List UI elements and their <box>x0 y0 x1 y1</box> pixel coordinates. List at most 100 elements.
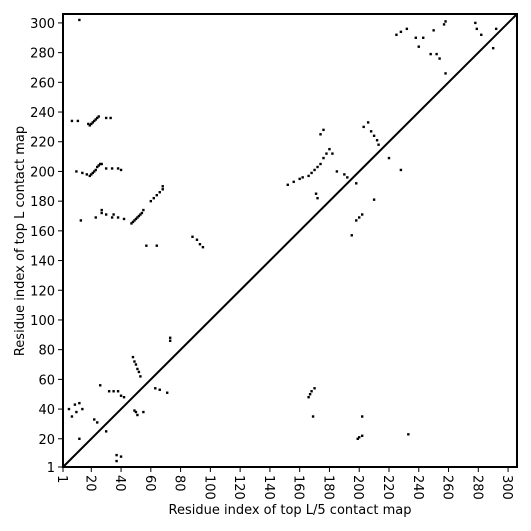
y-axis-label: Residue index of top L contact map <box>13 126 28 356</box>
contact-point <box>307 395 310 399</box>
contact-point <box>399 168 403 172</box>
x-tick-label: 240 <box>410 475 425 500</box>
y-tick-label: 80 <box>38 344 55 359</box>
contact-point <box>70 415 74 418</box>
contact-point <box>93 418 96 421</box>
contact-point <box>319 133 322 136</box>
x-tick-label: 220 <box>380 475 395 500</box>
contact-point <box>387 156 391 160</box>
y-tick-label: 40 <box>38 403 55 418</box>
contact-point <box>136 367 139 371</box>
contact-point <box>316 165 319 169</box>
contact-point <box>168 336 172 339</box>
contact-point <box>134 217 138 221</box>
x-tick-label: 260 <box>440 475 455 500</box>
contact-point <box>298 177 301 181</box>
contact-point <box>360 213 364 216</box>
contact-point <box>355 182 358 185</box>
y-tick-label: 20 <box>38 433 55 448</box>
contact-point <box>494 27 498 31</box>
contact-point <box>122 217 126 221</box>
contact-point <box>356 437 359 440</box>
contact-point <box>399 30 403 34</box>
contact-point <box>328 147 331 151</box>
contact-point <box>78 18 81 22</box>
contact-point <box>142 208 145 212</box>
x-tick-label: 60 <box>142 475 157 492</box>
contact-point <box>122 395 126 399</box>
y-tick-label: 1 <box>47 461 55 476</box>
contact-point <box>133 360 136 363</box>
contact-point <box>435 52 438 56</box>
y-tick-label: 280 <box>30 47 55 62</box>
x-tick-label: 100 <box>201 475 216 500</box>
y-tick-label: 60 <box>38 373 55 388</box>
contact-point <box>78 437 81 440</box>
contact-point <box>331 152 334 155</box>
contact-point <box>165 391 169 394</box>
contact-point <box>107 390 111 393</box>
contact-point <box>87 122 90 126</box>
y-tick-label: 260 <box>30 76 55 91</box>
contact-point <box>112 390 115 393</box>
contact-point <box>313 387 316 390</box>
x-tick-label: 1 <box>54 475 69 483</box>
contact-point <box>94 168 97 172</box>
contact-point <box>442 23 446 26</box>
contact-point <box>480 33 483 36</box>
contact-point <box>195 238 199 241</box>
contact-point <box>432 29 435 32</box>
contact-point <box>137 214 141 218</box>
contact-point <box>75 170 78 173</box>
contact-point <box>355 219 358 222</box>
contact-point <box>422 36 425 39</box>
contact-point <box>119 394 123 397</box>
contact-point <box>474 21 477 25</box>
x-tick-label: 280 <box>469 475 484 500</box>
contact-point <box>104 116 108 120</box>
contact-point <box>136 216 139 219</box>
contact-point <box>96 165 99 169</box>
contact-point <box>90 122 93 126</box>
contact-point <box>134 363 138 366</box>
contact-point <box>93 170 96 173</box>
contact-point <box>491 46 495 50</box>
contact-point <box>325 152 328 155</box>
x-tick-label: 80 <box>172 475 187 492</box>
contact-point <box>310 171 313 175</box>
contact-point <box>286 183 289 187</box>
contact-point <box>110 216 114 219</box>
contact-point <box>85 173 89 176</box>
contact-point <box>70 119 74 123</box>
contact-point <box>292 180 295 184</box>
contact-point <box>136 413 139 417</box>
contact-point <box>313 168 316 172</box>
contact-point <box>112 213 115 216</box>
y-tick-label: 180 <box>30 195 55 210</box>
contact-point <box>94 118 97 121</box>
contact-point <box>94 216 97 219</box>
contact-point <box>79 219 83 222</box>
contact-point <box>81 407 84 411</box>
contact-point <box>91 171 94 175</box>
contact-point <box>104 430 108 433</box>
contact-point <box>307 174 310 178</box>
contact-point <box>131 220 135 224</box>
contact-point <box>429 52 432 56</box>
contact-point <box>372 198 376 201</box>
contact-point <box>407 433 410 436</box>
contact-point <box>322 156 325 160</box>
x-tick-label: 160 <box>291 475 306 500</box>
contact-point <box>130 222 133 225</box>
contact-point <box>133 219 136 222</box>
contact-point <box>76 119 80 123</box>
contact-point <box>372 134 376 137</box>
contact-point <box>161 185 164 188</box>
contact-point <box>110 167 114 170</box>
contact-point <box>311 415 315 418</box>
x-tick-label: 180 <box>320 475 335 500</box>
contact-point <box>191 235 194 238</box>
contact-point <box>414 36 417 39</box>
